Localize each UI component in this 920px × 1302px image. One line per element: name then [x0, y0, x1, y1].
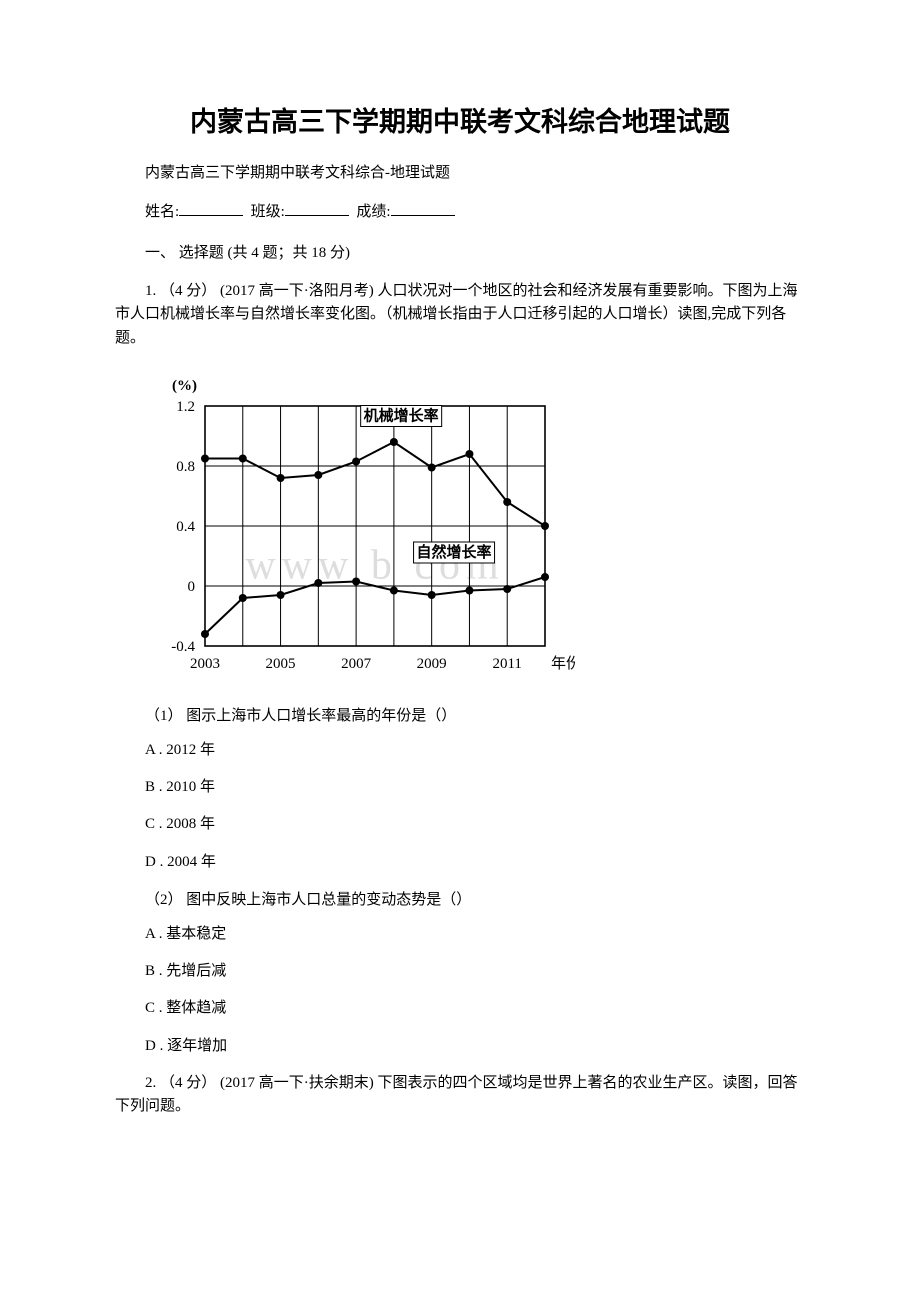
- svg-text:2005: 2005: [266, 656, 296, 672]
- q2-lead: 2. （4 分） (2017 高一下·扶余期末) 下图表示的四个区域均是世界上著…: [115, 1072, 805, 1119]
- q1-opt-b: B . 2010 年: [115, 776, 805, 799]
- form-row: 姓名: 班级: 成绩:: [115, 200, 805, 221]
- q1-2-opt-d: D . 逐年增加: [115, 1035, 805, 1058]
- q1-opt-d: D . 2004 年: [115, 851, 805, 874]
- svg-text:2009: 2009: [417, 656, 447, 672]
- score-label: 成绩:: [356, 204, 390, 220]
- q1-lead: 1. （4 分） (2017 高一下·洛阳月考) 人口状况对一个地区的社会和经济…: [115, 280, 805, 350]
- q1-2-opt-c: C . 整体趋减: [115, 997, 805, 1020]
- svg-text:0: 0: [188, 579, 196, 595]
- page: 内蒙古高三下学期期中联考文科综合地理试题 内蒙古高三下学期期中联考文科综合-地理…: [0, 0, 920, 1302]
- subtitle: 内蒙古高三下学期期中联考文科综合-地理试题: [115, 161, 805, 182]
- page-title: 内蒙古高三下学期期中联考文科综合地理试题: [115, 100, 805, 139]
- svg-text:-0.4: -0.4: [171, 639, 195, 655]
- svg-text:年份: 年份: [551, 655, 575, 672]
- svg-text:机械增长率: 机械增长率: [364, 406, 439, 424]
- q1-2-opt-b: B . 先增后减: [115, 960, 805, 983]
- q1-opt-a: A . 2012 年: [115, 739, 805, 762]
- class-underline: [285, 200, 349, 216]
- svg-text:2011: 2011: [492, 656, 521, 672]
- population-chart: www b com(%)-0.400.40.81.220032005200720…: [145, 366, 805, 686]
- svg-text:2003: 2003: [190, 656, 220, 672]
- q1-2-opt-a: A . 基本稳定: [115, 923, 805, 946]
- score-underline: [391, 200, 455, 216]
- section-heading: 一、 选择题 (共 4 题；共 18 分): [115, 241, 805, 262]
- svg-text:0.8: 0.8: [176, 459, 195, 475]
- svg-text:(%): (%): [172, 378, 197, 394]
- q1-sub1: （1） 图示上海市人口增长率最高的年份是（）: [115, 704, 805, 725]
- svg-text:0.4: 0.4: [176, 519, 195, 535]
- svg-text:2007: 2007: [341, 656, 372, 672]
- svg-text:1.2: 1.2: [176, 399, 195, 415]
- q1-opt-c: C . 2008 年: [115, 813, 805, 836]
- class-label: 班级:: [251, 204, 285, 220]
- q1-sub2: （2） 图中反映上海市人口总量的变动态势是（）: [115, 888, 805, 909]
- name-label: 姓名:: [145, 204, 179, 220]
- chart-svg: www b com(%)-0.400.40.81.220032005200720…: [145, 366, 575, 686]
- name-underline: [179, 200, 243, 216]
- svg-text:自然增长率: 自然增长率: [417, 543, 492, 561]
